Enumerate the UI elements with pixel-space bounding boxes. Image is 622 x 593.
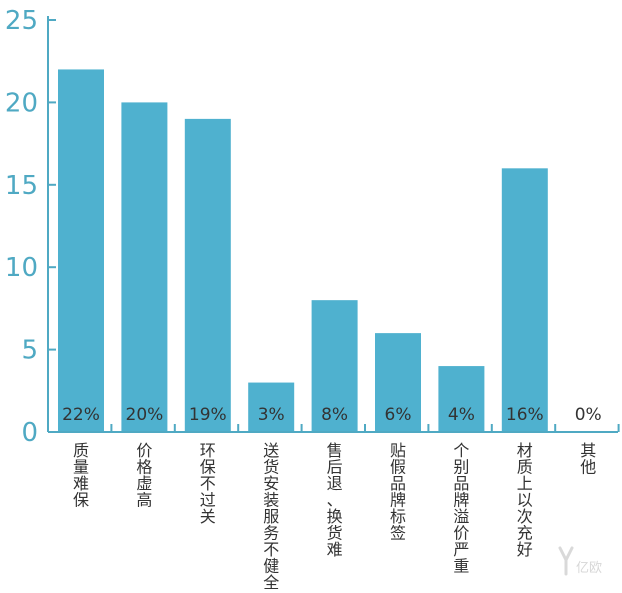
data-label: 22% xyxy=(62,405,100,425)
bar xyxy=(311,300,358,432)
data-labels-layer: 22% 20% 19% 3% 8% 6% 4% 16% 0% xyxy=(62,405,602,425)
category-label: 送货安装服务不健全 xyxy=(263,441,279,589)
bar xyxy=(121,102,168,433)
bar xyxy=(438,366,485,432)
category-label: 其他 xyxy=(580,441,596,477)
category-label: 质量难保 xyxy=(73,441,89,510)
bar xyxy=(184,118,231,432)
data-label: 6% xyxy=(385,405,412,425)
category-label: 贴假品牌标签 xyxy=(390,441,406,543)
watermark-text: 亿欧 xyxy=(576,561,602,576)
category-label: 售后退、换货难 xyxy=(327,441,343,559)
data-label: 19% xyxy=(189,405,227,425)
y-tick-label: 5 xyxy=(21,336,38,366)
watermark-logo-icon xyxy=(558,546,574,576)
ticks-layer: 0 5 10 15 20 25 xyxy=(5,6,620,448)
data-label: 8% xyxy=(321,405,348,425)
data-label: 4% xyxy=(448,405,475,425)
data-label: 16% xyxy=(506,405,544,425)
y-tick-label: 25 xyxy=(5,6,38,36)
bars-layer xyxy=(58,69,548,433)
category-label: 价格虚高 xyxy=(136,441,152,510)
axes-layer xyxy=(47,16,618,433)
category-label: 材质上以次充好 xyxy=(517,441,533,559)
bar xyxy=(375,333,421,432)
category-labels-layer: 质量难保 价格虚高 环保不过关 送货安装服务不健全 售后退、换货难 贴假品牌标签 个别品牌溢… xyxy=(73,441,596,592)
category-label: 个别品牌溢价严重 xyxy=(453,441,469,576)
data-label: 0% xyxy=(575,405,602,425)
bar xyxy=(248,382,295,432)
data-label: 3% xyxy=(258,405,285,425)
y-tick-label: 15 xyxy=(5,171,38,201)
bar xyxy=(501,168,548,432)
y-tick-label: 10 xyxy=(5,253,38,283)
data-label: 20% xyxy=(126,405,164,425)
category-label: 环保不过关 xyxy=(200,441,216,526)
y-tick-label: 20 xyxy=(5,88,38,118)
bar xyxy=(58,69,104,432)
y-tick-label: 0 xyxy=(21,418,38,448)
watermark: 亿欧 xyxy=(558,546,602,576)
